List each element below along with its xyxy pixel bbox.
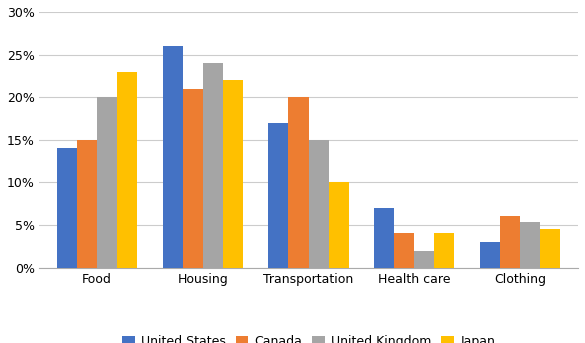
Bar: [288, 97, 308, 268]
Bar: [163, 46, 183, 268]
Bar: [394, 234, 414, 268]
Bar: [269, 123, 288, 268]
Bar: [117, 72, 137, 268]
Bar: [223, 80, 243, 268]
Bar: [434, 234, 455, 268]
Legend: United States, Canada, United Kingdom, Japan: United States, Canada, United Kingdom, J…: [117, 330, 500, 343]
Bar: [97, 97, 117, 268]
Bar: [57, 148, 77, 268]
Bar: [540, 229, 560, 268]
Bar: [203, 63, 223, 268]
Bar: [77, 140, 97, 268]
Bar: [520, 222, 540, 268]
Bar: [329, 182, 349, 268]
Bar: [500, 216, 520, 268]
Bar: [374, 208, 394, 268]
Bar: [183, 88, 203, 268]
Bar: [308, 140, 329, 268]
Bar: [480, 242, 500, 268]
Bar: [414, 250, 434, 268]
